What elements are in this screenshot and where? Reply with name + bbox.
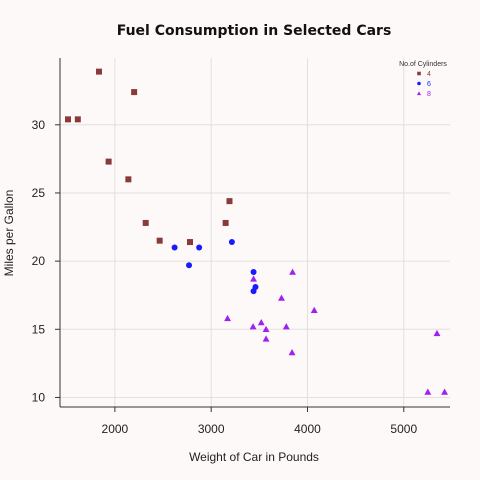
data-point — [224, 314, 232, 322]
data-point — [250, 275, 258, 282]
data-point — [288, 349, 296, 356]
data-point — [250, 269, 257, 276]
legend-label-4: 4 — [427, 71, 431, 78]
data-point — [96, 68, 102, 75]
data-point — [156, 237, 163, 244]
data-points — [64, 68, 449, 395]
data-point — [125, 176, 132, 183]
legend-marker-8 — [416, 91, 422, 96]
x-tick-label: 2000 — [102, 422, 129, 436]
chart-title: Fuel Consumption in Selected Cars — [117, 23, 392, 39]
legend-title: No.of Cylinders — [399, 61, 447, 68]
data-point — [187, 239, 193, 246]
data-point — [282, 323, 290, 330]
y-tick-label: 25 — [32, 186, 46, 200]
data-point — [131, 89, 138, 96]
data-point — [310, 306, 318, 313]
data-point — [252, 284, 259, 291]
data-point — [262, 325, 270, 333]
data-point — [171, 244, 178, 251]
legend-marker-4 — [417, 71, 421, 76]
legend-marker-6 — [417, 81, 421, 86]
data-point — [186, 262, 193, 269]
series-8-cylinders — [224, 268, 449, 395]
data-point — [441, 388, 449, 395]
data-point — [249, 323, 257, 330]
x-tick-label: 4000 — [294, 422, 321, 436]
data-point — [222, 219, 229, 226]
data-point — [433, 329, 441, 337]
legend: No.of Cylinders 4 6 8 — [399, 61, 447, 98]
data-point — [424, 388, 432, 395]
grid — [60, 58, 450, 407]
data-point — [74, 116, 81, 123]
legend-label-8: 8 — [427, 91, 431, 98]
x-axis-label: Weight of Car in Pounds — [189, 450, 319, 464]
y-tick-label: 30 — [32, 118, 46, 132]
x-axis-ticks: 2000 3000 4000 5000 — [102, 407, 417, 436]
data-point — [228, 239, 235, 246]
data-point — [262, 335, 270, 342]
data-point — [105, 158, 112, 165]
y-axis-label: Miles per Gallon — [2, 190, 16, 277]
y-tick-label: 20 — [32, 254, 46, 268]
data-point — [226, 198, 233, 205]
data-point — [64, 116, 71, 123]
data-point — [257, 319, 265, 326]
x-tick-label: 5000 — [390, 422, 417, 436]
y-axis-ticks: 10 15 20 25 30 — [32, 118, 60, 404]
y-tick-label: 15 — [32, 322, 46, 336]
data-point — [142, 219, 149, 226]
series-4-cylinders — [64, 68, 233, 246]
data-point — [278, 294, 285, 301]
data-point — [289, 268, 297, 275]
legend-label-6: 6 — [427, 81, 431, 88]
x-tick-label: 3000 — [198, 422, 225, 436]
data-point — [196, 244, 203, 251]
y-tick-label: 10 — [32, 390, 46, 404]
series-6-cylinders — [171, 239, 259, 295]
